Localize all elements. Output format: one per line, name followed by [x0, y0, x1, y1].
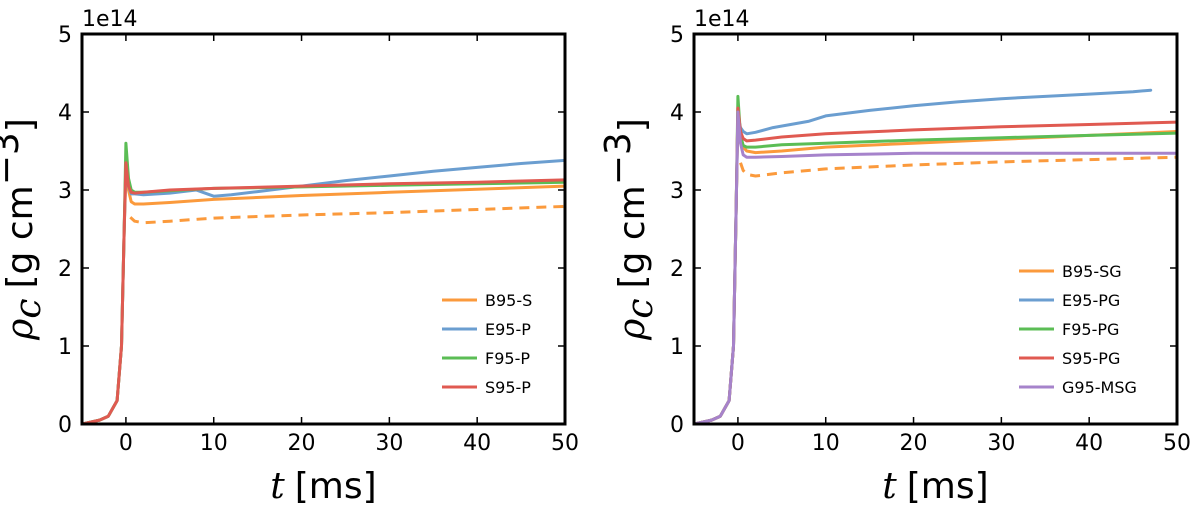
x-tick-label: 20 — [288, 431, 316, 456]
series-group — [694, 88, 1177, 424]
x-tick-label: 30 — [987, 431, 1015, 456]
x-tick-label: 40 — [463, 431, 491, 456]
legend: B95-S E95-P F95-P S95-P — [442, 291, 532, 397]
x-tick-label: 50 — [551, 431, 579, 456]
legend-label: F95-PG — [1062, 320, 1119, 339]
x-tick-label: 30 — [375, 431, 403, 456]
y-tick-label: 5 — [670, 23, 684, 48]
x-tick-label: 40 — [1075, 431, 1103, 456]
chart-panel-2: 0 10 20 30 40 50 0 1 2 3 4 5 1e14 t [ms] ρc[g cm−3] B95-… — [598, 7, 1191, 507]
x-axis-label: t [ms] — [882, 466, 988, 507]
y-tick-label: 4 — [670, 101, 684, 126]
x-tick-label: 0 — [119, 431, 133, 456]
series-line-g95-msg — [694, 110, 1177, 424]
x-tick-label: 10 — [200, 431, 228, 456]
y-axis-label: ρc[g cm−3] — [0, 118, 49, 341]
y-tick-label: 2 — [670, 257, 684, 282]
series-line-s95-p — [82, 161, 565, 424]
legend-label: E95-PG — [1062, 291, 1120, 310]
y-tick-label: 0 — [670, 413, 684, 438]
legend-label: S95-P — [485, 378, 531, 397]
x-tick-label: 0 — [731, 431, 745, 456]
x-tick-label: 10 — [812, 431, 840, 456]
series-line-b95-sg-dashed — [739, 155, 1177, 178]
y-exponent-label: 1e14 — [694, 7, 750, 32]
y-tick-label: 2 — [58, 257, 72, 282]
y-exponent-label: 1e14 — [82, 7, 138, 32]
x-tick-label: 50 — [1163, 431, 1191, 456]
y-tick-label: 1 — [670, 335, 684, 360]
legend-label: B95-S — [485, 291, 532, 310]
y-tick-label: 1 — [58, 335, 72, 360]
series-group — [82, 141, 565, 424]
y-tick-label: 0 — [58, 413, 72, 438]
y-axis-label: ρc[g cm−3] — [598, 118, 661, 341]
chart-panel-1: 0 10 20 30 40 50 0 1 2 3 4 5 1e14 t [ms] ρc[g cm−3] B95-… — [0, 7, 579, 507]
legend-label: S95-PG — [1062, 349, 1120, 368]
axes-frame — [80, 32, 567, 426]
series-line-b95-s-dashed — [129, 204, 565, 225]
legend-label: B95-SG — [1062, 262, 1122, 281]
y-tick-label: 5 — [58, 23, 72, 48]
y-tick-label: 3 — [670, 179, 684, 204]
legend: B95-SG E95-PG F95-PG S95-PG G95-MSG — [1019, 262, 1137, 397]
legend-label: G95-MSG — [1062, 378, 1137, 397]
legend-label: F95-P — [485, 349, 530, 368]
legend-label: E95-P — [485, 320, 531, 339]
x-tick-label: 20 — [900, 431, 928, 456]
axes-frame — [692, 32, 1179, 426]
x-axis-label: t [ms] — [270, 466, 376, 507]
y-tick-label: 3 — [58, 179, 72, 204]
y-tick-label: 4 — [58, 101, 72, 126]
series-line-f95-pg — [694, 94, 1177, 424]
